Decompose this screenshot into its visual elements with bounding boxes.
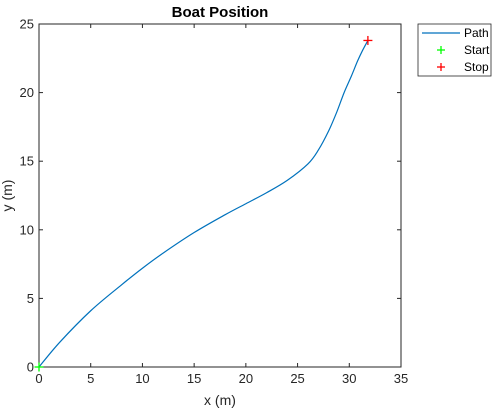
y-tick-label: 20 — [20, 85, 34, 100]
legend-entry-path: Path — [422, 26, 489, 40]
y-axis-label: y (m) — [0, 180, 15, 212]
y-tick-label: 5 — [27, 291, 34, 306]
legend-swatch-stop — [437, 63, 445, 71]
x-tick-label: 30 — [342, 371, 356, 386]
x-tick-label: 15 — [187, 371, 201, 386]
y-tick-label: 15 — [20, 154, 34, 169]
series-path-line — [38, 40, 369, 368]
series-markers — [34, 35, 373, 372]
y-tick-label: 0 — [27, 360, 34, 375]
chart-title: Boat Position — [172, 4, 269, 21]
y-tick-label: 25 — [20, 17, 34, 32]
x-tick-label: 25 — [290, 371, 304, 386]
x-tick-label: 5 — [87, 371, 94, 386]
legend-entry-start: Start — [437, 43, 490, 57]
legend-label: Path — [464, 26, 489, 40]
x-tick-label: 20 — [239, 371, 253, 386]
legend-label: Stop — [464, 60, 489, 74]
axis-ticks: 0 5 10 15 20 25 30 35 0 5 10 15 20 25 — [20, 17, 409, 387]
plot-area — [38, 23, 402, 368]
x-axis-label: x (m) — [204, 392, 236, 408]
y-tick-label: 10 — [20, 222, 34, 237]
legend-entry-stop: Stop — [437, 60, 489, 74]
start-marker — [34, 362, 44, 372]
x-tick-label: 0 — [35, 371, 42, 386]
x-tick-label: 35 — [394, 371, 408, 386]
legend: Path Start Stop — [417, 23, 492, 77]
legend-label: Start — [464, 43, 490, 57]
legend-swatch-start — [437, 46, 445, 54]
stop-marker — [363, 35, 373, 45]
x-tick-label: 10 — [135, 371, 149, 386]
